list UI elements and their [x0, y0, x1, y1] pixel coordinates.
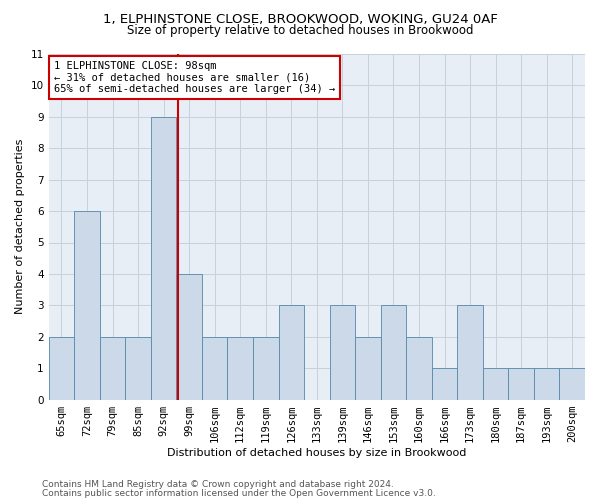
Text: 1 ELPHINSTONE CLOSE: 98sqm
← 31% of detached houses are smaller (16)
65% of semi: 1 ELPHINSTONE CLOSE: 98sqm ← 31% of deta…	[54, 61, 335, 94]
Text: Size of property relative to detached houses in Brookwood: Size of property relative to detached ho…	[127, 24, 473, 37]
Bar	[202, 337, 227, 400]
Bar	[559, 368, 585, 400]
Bar	[534, 368, 559, 400]
Text: Contains public sector information licensed under the Open Government Licence v3: Contains public sector information licen…	[42, 488, 436, 498]
Text: Contains HM Land Registry data © Crown copyright and database right 2024.: Contains HM Land Registry data © Crown c…	[42, 480, 394, 489]
Bar	[125, 337, 151, 400]
Bar	[508, 368, 534, 400]
Text: 1, ELPHINSTONE CLOSE, BROOKWOOD, WOKING, GU24 0AF: 1, ELPHINSTONE CLOSE, BROOKWOOD, WOKING,…	[103, 12, 497, 26]
Bar	[483, 368, 508, 400]
X-axis label: Distribution of detached houses by size in Brookwood: Distribution of detached houses by size …	[167, 448, 467, 458]
Bar	[355, 337, 380, 400]
Bar	[432, 368, 457, 400]
Bar	[380, 306, 406, 400]
Bar	[100, 337, 125, 400]
Bar	[227, 337, 253, 400]
Bar	[278, 306, 304, 400]
Bar	[74, 211, 100, 400]
Bar	[49, 337, 74, 400]
Bar	[329, 306, 355, 400]
Bar	[151, 117, 176, 400]
Bar	[176, 274, 202, 400]
Bar	[253, 337, 278, 400]
Y-axis label: Number of detached properties: Number of detached properties	[15, 139, 25, 314]
Bar	[457, 306, 483, 400]
Bar	[406, 337, 432, 400]
